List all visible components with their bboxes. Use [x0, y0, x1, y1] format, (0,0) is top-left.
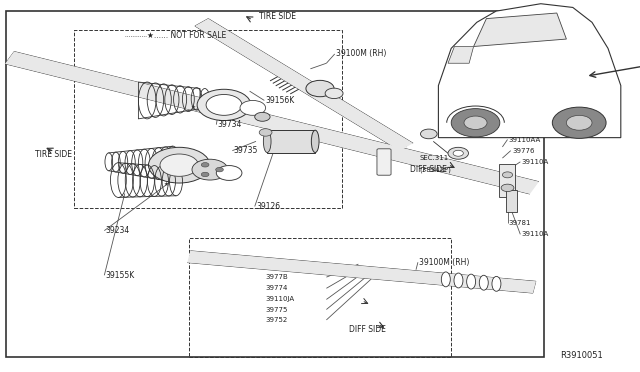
Text: 39110AA: 39110AA	[509, 137, 541, 142]
Text: DIFF SIDE: DIFF SIDE	[349, 325, 386, 334]
Text: 39110A: 39110A	[522, 231, 549, 237]
Text: 3977B: 3977B	[266, 274, 289, 280]
Text: 39734: 39734	[218, 120, 242, 129]
Text: (38342P): (38342P)	[419, 166, 451, 173]
Bar	[268, 130, 316, 153]
Text: R3910051: R3910051	[560, 351, 603, 360]
Text: 39155K: 39155K	[106, 271, 135, 280]
Circle shape	[201, 163, 209, 167]
Polygon shape	[438, 4, 621, 138]
Circle shape	[240, 100, 266, 115]
Text: 39126: 39126	[256, 202, 280, 211]
Circle shape	[259, 129, 272, 136]
Circle shape	[552, 107, 606, 138]
Text: 39110A: 39110A	[522, 159, 549, 165]
Bar	[74, 30, 342, 208]
Circle shape	[255, 112, 270, 121]
Circle shape	[451, 109, 500, 137]
FancyBboxPatch shape	[377, 149, 391, 175]
Text: 39234: 39234	[106, 226, 130, 235]
Text: TIRE SIDE: TIRE SIDE	[259, 12, 296, 21]
Circle shape	[201, 172, 209, 177]
Circle shape	[192, 159, 228, 180]
Text: TIRE SIDE: TIRE SIDE	[35, 150, 72, 159]
Circle shape	[448, 147, 468, 159]
Circle shape	[206, 94, 242, 115]
Text: 39735: 39735	[234, 146, 258, 155]
Circle shape	[197, 89, 251, 121]
Circle shape	[160, 154, 198, 176]
Circle shape	[148, 147, 210, 183]
Text: 39775: 39775	[266, 307, 288, 312]
Circle shape	[306, 80, 334, 97]
Text: 39781: 39781	[509, 220, 531, 226]
Circle shape	[566, 115, 592, 130]
Polygon shape	[188, 251, 536, 293]
Text: ★...... NOT FOR SALE: ★...... NOT FOR SALE	[147, 31, 227, 40]
Circle shape	[216, 166, 242, 180]
Bar	[6, 11, 544, 357]
Text: ★: ★	[191, 105, 196, 110]
Bar	[189, 238, 451, 357]
Ellipse shape	[264, 130, 271, 153]
Text: 39776: 39776	[512, 148, 534, 154]
Bar	[506, 190, 517, 212]
Text: DIFF SIDE: DIFF SIDE	[410, 165, 447, 174]
Text: 39110JA: 39110JA	[266, 296, 295, 302]
Bar	[499, 164, 515, 197]
Ellipse shape	[492, 276, 501, 291]
Text: 39752: 39752	[266, 317, 288, 323]
Text: 39100M (RH): 39100M (RH)	[336, 49, 387, 58]
Circle shape	[502, 172, 513, 178]
Polygon shape	[5, 51, 539, 194]
Text: 39774: 39774	[266, 285, 288, 291]
Text: 39100M (RH): 39100M (RH)	[419, 258, 470, 267]
Circle shape	[325, 88, 343, 99]
Ellipse shape	[312, 130, 319, 153]
Circle shape	[216, 167, 223, 172]
Ellipse shape	[454, 273, 463, 288]
Ellipse shape	[467, 274, 476, 289]
Circle shape	[453, 150, 463, 156]
Text: ★: ★	[164, 182, 169, 187]
Text: SEC.311: SEC.311	[419, 155, 449, 161]
Polygon shape	[474, 13, 566, 46]
Circle shape	[501, 184, 514, 192]
Polygon shape	[195, 19, 413, 151]
Polygon shape	[448, 46, 474, 63]
Circle shape	[464, 116, 487, 129]
Circle shape	[420, 129, 437, 139]
Ellipse shape	[442, 272, 451, 287]
Ellipse shape	[479, 275, 488, 290]
Text: 39156K: 39156K	[266, 96, 295, 105]
